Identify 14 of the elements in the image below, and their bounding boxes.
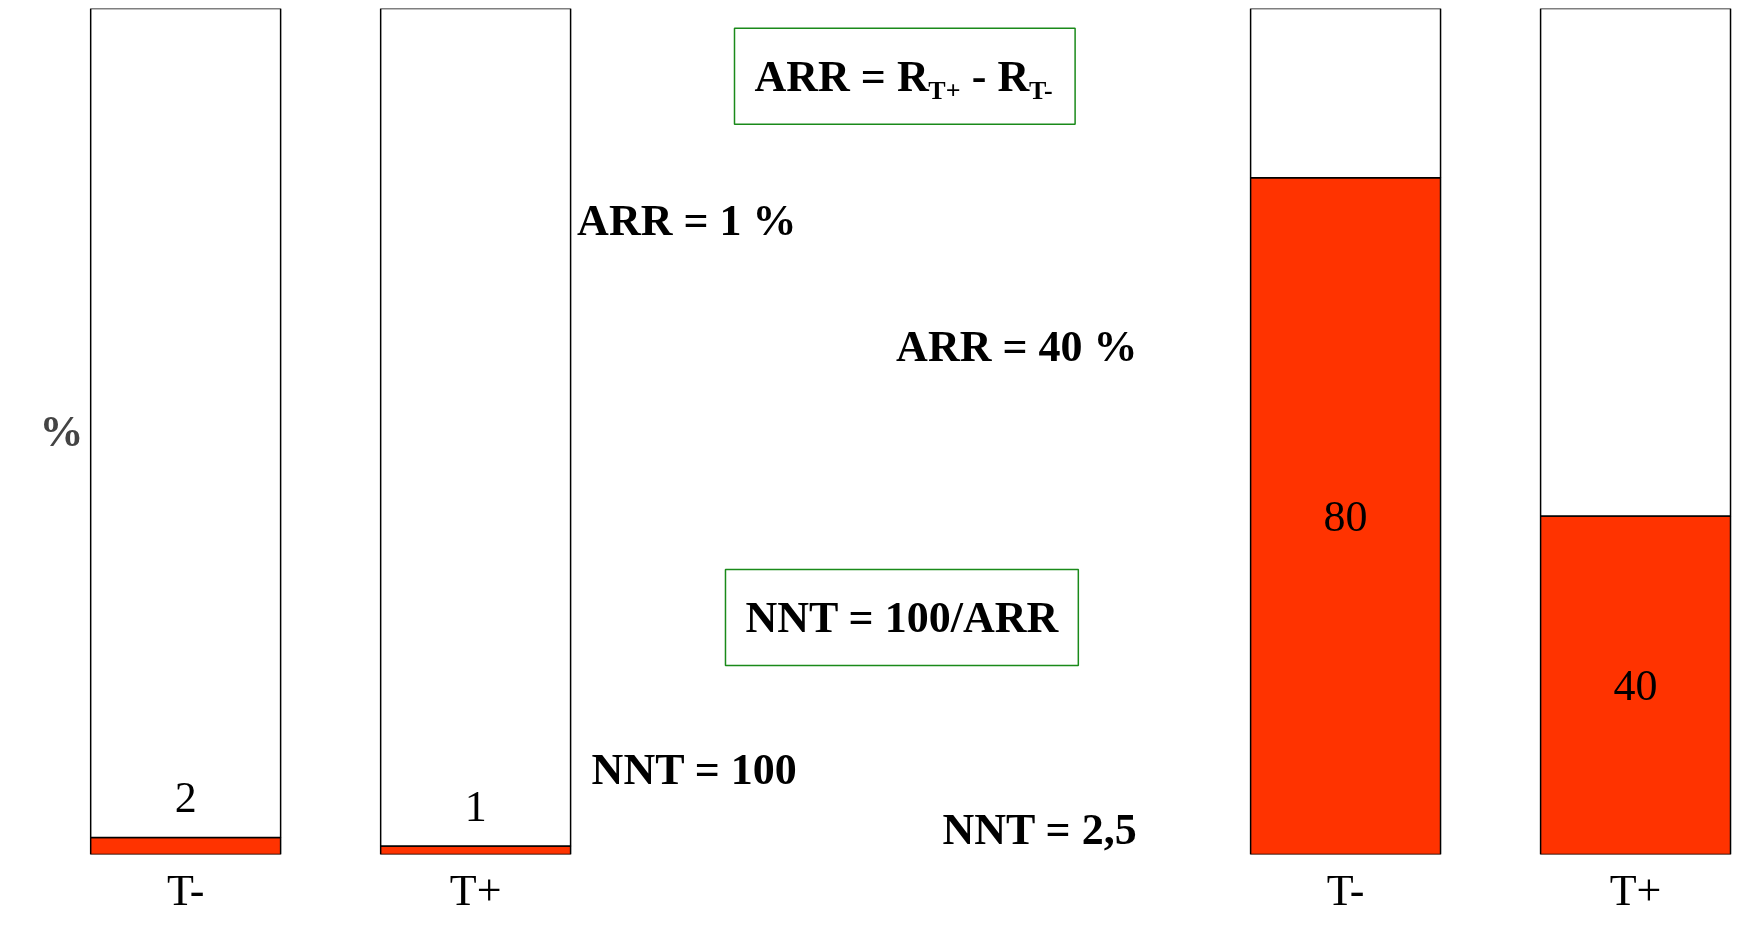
data-label: 40 [1613,660,1658,710]
annotation: NNT = 2,5 [942,804,1137,854]
data-label: 80 [1323,491,1368,541]
data-label: 2 [174,773,197,823]
annotation: ARR = 40 % [896,322,1138,372]
x-tick-label: T+ [449,865,502,915]
x-tick-label: T- [1326,865,1365,915]
annotation: ARR = 1 % [577,195,797,245]
x-tick-label: T- [166,865,205,915]
y-axis-title: % [39,407,84,456]
x-tick-label: T+ [1609,865,1662,915]
data-label: 1 [464,781,487,831]
annotation: NNT = 100/ARR [745,593,1060,643]
annotation: NNT = 100 [591,745,797,795]
